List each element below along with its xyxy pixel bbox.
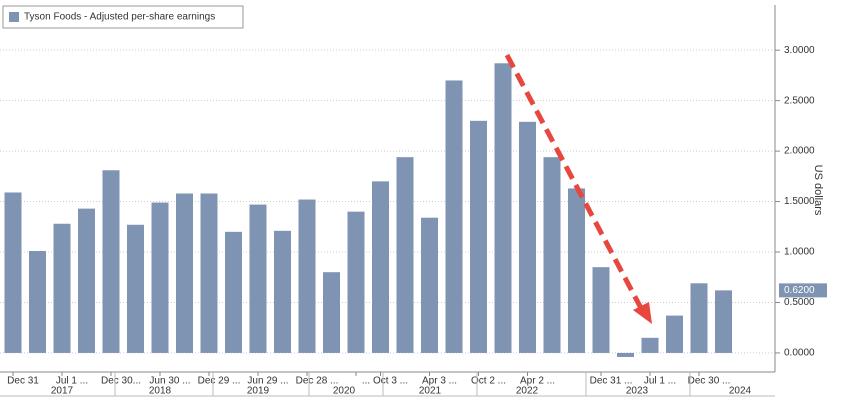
year-label: 2018 [149, 386, 172, 397]
bar [666, 315, 683, 353]
bar [176, 193, 193, 353]
year-label: 2022 [516, 386, 539, 397]
bar [323, 272, 340, 353]
y-tick-label: 0.5000 [784, 297, 815, 308]
bar [127, 224, 144, 353]
bar [543, 157, 561, 353]
x-tick-label: Dec 30... [101, 376, 141, 387]
x-tick-label: Oct 2 ... [471, 376, 506, 387]
x-tick-label: Apr 2 ... [520, 376, 555, 387]
y-tick-label: 2.0000 [784, 146, 815, 157]
bar [592, 267, 610, 353]
bar [29, 251, 46, 353]
bar [274, 230, 291, 353]
year-label: 2020 [333, 386, 356, 397]
bar [151, 202, 169, 353]
bar [641, 337, 659, 353]
trend-arrow-head [633, 302, 652, 324]
bar [372, 181, 389, 353]
bar [298, 199, 316, 353]
bar [617, 352, 634, 357]
bar [568, 188, 585, 353]
year-label: 2021 [419, 386, 442, 397]
bar [690, 283, 708, 353]
x-tick-label: Dec 31 [7, 376, 39, 387]
bar [421, 217, 438, 353]
y-axis-label: US dollars [812, 165, 824, 216]
y-tick-label: 1.5000 [784, 196, 815, 207]
y-tick-label: 3.0000 [784, 45, 815, 56]
x-tick-label: Jun 30 ... [149, 376, 190, 387]
y-tick-label: 2.5000 [784, 95, 815, 106]
bar [249, 204, 267, 353]
x-tick-label: ... [362, 376, 370, 387]
x-tick-label: Apr 3 ... [422, 376, 457, 387]
bar [494, 63, 512, 353]
y-tick-label: 1.0000 [784, 247, 815, 258]
x-tick-label: Jun 29 ... [247, 376, 288, 387]
x-tick-label: Dec 30 ... [688, 376, 731, 387]
legend-label: Tyson Foods - Adjusted per-share earning… [24, 12, 215, 23]
year-label: 2024 [729, 386, 752, 397]
value-label: 0.6200 [784, 285, 815, 296]
bar [102, 170, 120, 353]
bar [78, 208, 95, 353]
year-label: 2019 [247, 386, 270, 397]
bar [396, 157, 414, 353]
x-tick-label: Dec 31 ... [590, 376, 633, 387]
value-label-box [779, 283, 827, 298]
legend-swatch [9, 12, 19, 22]
bar [225, 231, 242, 353]
x-tick-label: Dec 29 ... [198, 376, 241, 387]
bar [715, 290, 732, 353]
bar [470, 120, 487, 353]
legend-box [2, 5, 244, 29]
bar [53, 223, 71, 353]
y-tick-label: 0.0000 [784, 348, 815, 359]
bar [519, 121, 536, 353]
year-label: 2017 [51, 386, 74, 397]
bar [4, 192, 22, 353]
bar [445, 80, 463, 353]
bar [200, 193, 218, 353]
x-tick-label: Dec 28 ... [296, 376, 339, 387]
x-tick-label: Jul 1 ... [56, 376, 88, 387]
x-tick-label: Jul 1 ... [644, 376, 676, 387]
trend-arrow [504, 53, 645, 312]
bar [347, 211, 365, 353]
x-tick-label: Oct 3 ... [373, 376, 408, 387]
year-label: 2023 [626, 386, 649, 397]
